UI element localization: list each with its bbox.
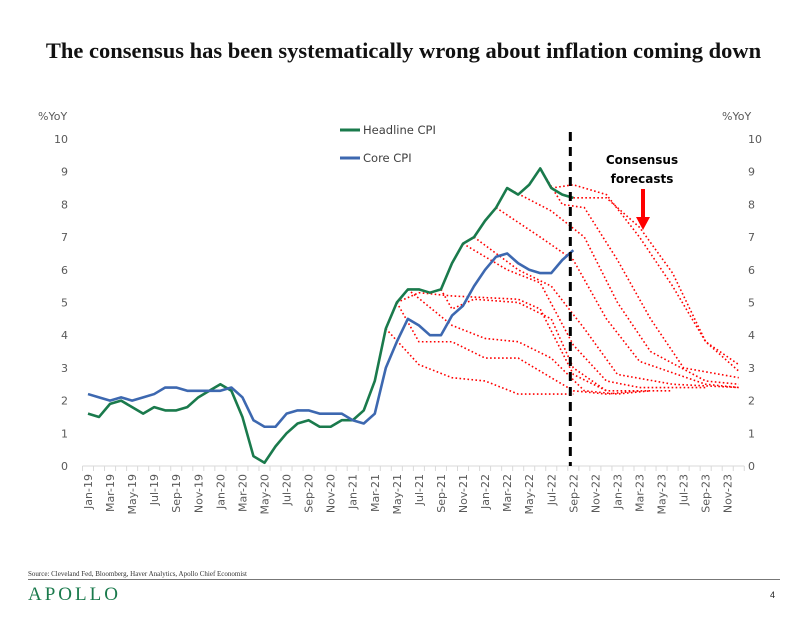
legend-label-core: Core CPI [363,151,412,165]
down-arrow-icon [636,189,650,230]
core-cpi-line [87,249,575,429]
y-axis-label-right: %YoY [722,110,751,123]
y-tick-right: 8 [748,198,755,211]
x-tick-label: May-23 [656,474,669,515]
x-tick-label: Mar-23 [634,474,647,512]
x-tick-label: Sep-19 [170,474,183,513]
annotation-line2: forecasts [611,172,674,186]
x-tick-label: Jul-22 [545,474,558,506]
x-tick-label: Jul-20 [281,474,294,506]
forecast-line [396,291,607,392]
forecast-line [495,207,739,389]
x-tick-label: Jul-21 [413,474,426,506]
y-tick-right: 2 [748,395,755,408]
forecast-line [462,242,706,389]
y-tick-left: 3 [61,362,68,375]
y-tick-left: 7 [61,231,68,244]
x-tick-label: Sep-22 [567,474,580,513]
apollo-logo: APOLLO [28,584,121,605]
x-tick-label: Sep-20 [303,474,316,513]
y-tick-right: 5 [748,297,755,310]
page-title: The consensus has been systematically wr… [45,38,762,63]
forecast-line [396,302,640,395]
x-tick-label: May-21 [391,474,404,515]
y-tick-left: 1 [61,427,68,440]
page-number: 4 [770,590,776,600]
x-tick-label: Mar-19 [104,474,117,512]
x-tick-label: Jan-19 [82,474,95,510]
y-tick-left: 0 [61,460,68,473]
x-tick-label: May-19 [126,474,139,515]
y-tick-right: 0 [748,460,755,473]
forecast-line [573,197,740,372]
forecast-line [407,288,651,395]
x-tick-label: May-20 [258,474,271,515]
forecast-line [551,183,740,366]
x-tick-label: Nov-23 [722,474,735,513]
x-tick-label: Nov-21 [457,474,470,513]
x-tick-label: Nov-20 [325,474,338,513]
annotation-line1: Consensus [606,153,678,167]
y-tick-left: 8 [61,198,68,211]
x-tick-label: May-22 [523,474,536,515]
x-tick-label: Jan-20 [214,474,227,510]
x-tick-label: Sep-23 [700,474,713,513]
y-tick-right: 6 [748,264,755,277]
y-tick-left: 2 [61,395,68,408]
footer-divider [28,579,780,580]
y-tick-right: 10 [748,133,762,146]
x-tick-label: Sep-21 [435,474,448,513]
y-tick-right: 4 [748,329,755,342]
headline-cpi-line [87,167,574,465]
y-tick-left: 10 [54,133,68,146]
x-tick-label: Mar-21 [369,474,382,512]
source-note: Source: Cleveland Fed, Bloomberg, Haver … [28,570,247,578]
x-tick-label: Mar-22 [501,474,514,512]
x-tick-label: Jan-21 [347,474,360,510]
y-tick-left: 5 [61,297,68,310]
y-tick-left: 4 [61,329,68,342]
x-tick-label: Jul-23 [678,474,691,506]
y-axis-label-left: %YoY [38,110,67,123]
x-tick-label: Mar-20 [236,474,249,512]
forecast-line [440,289,673,392]
y-tick-left: 6 [61,264,68,277]
legend: Headline CPI Core CPI [340,123,436,165]
forecast-line [506,187,739,386]
x-tick-label: Nov-22 [589,474,602,513]
forecast-line [539,168,739,379]
forecast-line [385,328,574,395]
x-tick-label: Nov-19 [192,474,205,513]
y-tick-right: 1 [748,427,755,440]
x-tick-label: Jan-22 [479,474,492,510]
y-tick-right: 9 [748,166,755,179]
y-tick-right: 7 [748,231,755,244]
legend-label-headline: Headline CPI [363,123,436,137]
x-tick-label: Jul-19 [148,474,161,506]
y-tick-left: 9 [61,166,68,179]
x-tick-label: Jan-23 [611,474,624,510]
y-tick-right: 3 [748,362,755,375]
